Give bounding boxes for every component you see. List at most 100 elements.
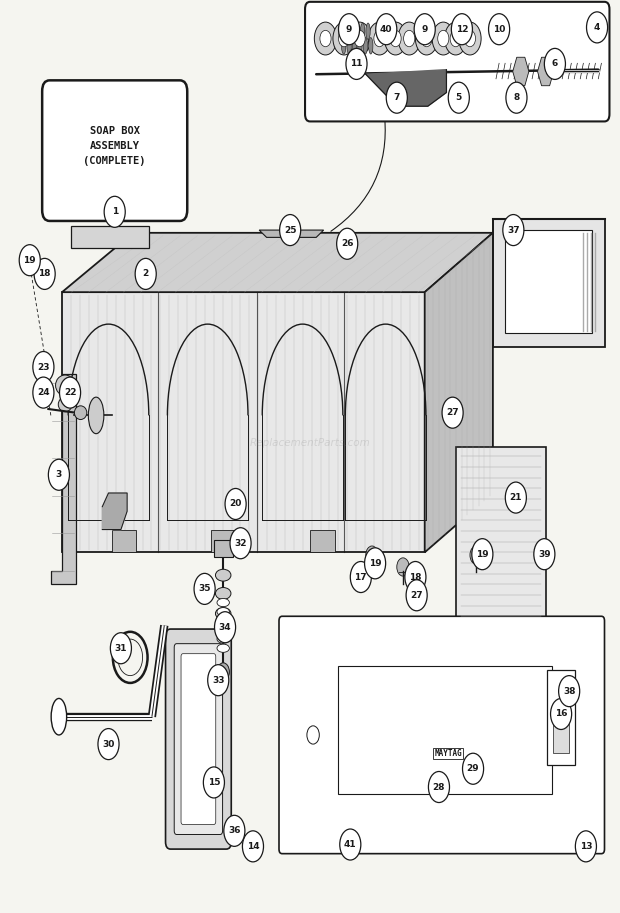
- Ellipse shape: [363, 37, 368, 54]
- Ellipse shape: [217, 645, 229, 652]
- Text: 13: 13: [580, 842, 592, 851]
- Circle shape: [472, 539, 493, 570]
- Ellipse shape: [358, 37, 362, 54]
- Circle shape: [224, 815, 245, 846]
- Ellipse shape: [350, 23, 354, 39]
- Ellipse shape: [360, 23, 365, 39]
- Text: ReplacementParts.com: ReplacementParts.com: [250, 438, 370, 447]
- Circle shape: [397, 558, 409, 576]
- Polygon shape: [366, 69, 446, 106]
- Text: 35: 35: [198, 584, 211, 593]
- FancyBboxPatch shape: [305, 2, 609, 121]
- Circle shape: [470, 546, 482, 564]
- Circle shape: [333, 22, 355, 55]
- Ellipse shape: [216, 608, 231, 620]
- Text: 27: 27: [446, 408, 459, 417]
- Circle shape: [230, 528, 251, 559]
- Circle shape: [33, 377, 54, 408]
- Circle shape: [489, 14, 510, 45]
- FancyBboxPatch shape: [547, 670, 575, 765]
- Ellipse shape: [56, 375, 74, 395]
- Circle shape: [544, 48, 565, 79]
- Circle shape: [587, 12, 608, 43]
- Circle shape: [505, 482, 526, 513]
- Ellipse shape: [216, 588, 231, 600]
- Polygon shape: [513, 58, 529, 86]
- Ellipse shape: [352, 37, 356, 54]
- Polygon shape: [538, 58, 554, 86]
- Circle shape: [448, 82, 469, 113]
- Text: 14: 14: [247, 842, 259, 851]
- Text: 34: 34: [219, 623, 231, 632]
- FancyBboxPatch shape: [279, 616, 604, 854]
- Ellipse shape: [217, 617, 229, 625]
- Text: 19: 19: [369, 559, 381, 568]
- Text: 1: 1: [112, 207, 118, 216]
- Circle shape: [415, 22, 438, 55]
- Text: 41: 41: [344, 840, 356, 849]
- Circle shape: [339, 14, 360, 45]
- Circle shape: [534, 539, 555, 570]
- Text: 37: 37: [507, 226, 520, 235]
- Text: 40: 40: [380, 25, 392, 34]
- Text: 7: 7: [394, 93, 400, 102]
- Circle shape: [463, 753, 484, 784]
- Polygon shape: [493, 219, 604, 347]
- Text: 27: 27: [410, 591, 423, 600]
- Circle shape: [314, 22, 337, 55]
- Circle shape: [432, 22, 454, 55]
- Circle shape: [559, 676, 580, 707]
- Ellipse shape: [58, 397, 72, 412]
- Circle shape: [194, 573, 215, 604]
- Text: 15: 15: [208, 778, 220, 787]
- Text: 32: 32: [234, 539, 247, 548]
- Text: 21: 21: [510, 493, 522, 502]
- Circle shape: [135, 258, 156, 289]
- Circle shape: [421, 30, 432, 47]
- Circle shape: [208, 665, 229, 696]
- Circle shape: [506, 82, 527, 113]
- Circle shape: [215, 612, 236, 643]
- Text: 31: 31: [115, 644, 127, 653]
- Circle shape: [575, 831, 596, 862]
- Circle shape: [337, 228, 358, 259]
- Text: 19: 19: [24, 256, 36, 265]
- Circle shape: [414, 14, 435, 45]
- Circle shape: [368, 22, 391, 55]
- Ellipse shape: [217, 608, 229, 616]
- Circle shape: [339, 30, 350, 47]
- Bar: [338, 666, 552, 794]
- FancyBboxPatch shape: [174, 644, 223, 834]
- Text: 9: 9: [346, 25, 352, 34]
- Circle shape: [19, 245, 40, 276]
- Circle shape: [459, 22, 481, 55]
- Ellipse shape: [344, 23, 348, 39]
- Circle shape: [348, 22, 371, 55]
- Circle shape: [390, 30, 401, 47]
- Text: 6: 6: [552, 59, 558, 68]
- Text: 5: 5: [456, 93, 462, 102]
- Circle shape: [350, 561, 371, 593]
- Circle shape: [60, 377, 81, 408]
- Ellipse shape: [366, 23, 370, 39]
- Polygon shape: [259, 230, 324, 237]
- Ellipse shape: [217, 626, 229, 634]
- Circle shape: [438, 30, 449, 47]
- FancyBboxPatch shape: [42, 80, 187, 221]
- Text: 24: 24: [37, 388, 50, 397]
- Circle shape: [203, 767, 224, 798]
- Text: 39: 39: [538, 550, 551, 559]
- Circle shape: [98, 729, 119, 760]
- Text: 33: 33: [212, 676, 224, 685]
- Circle shape: [346, 48, 367, 79]
- Circle shape: [404, 30, 415, 47]
- Circle shape: [428, 771, 450, 803]
- Ellipse shape: [355, 23, 360, 39]
- Polygon shape: [51, 374, 76, 584]
- Ellipse shape: [342, 37, 346, 54]
- Circle shape: [242, 831, 264, 862]
- Circle shape: [405, 561, 426, 593]
- Ellipse shape: [339, 23, 343, 39]
- Circle shape: [451, 14, 472, 45]
- Circle shape: [365, 548, 386, 579]
